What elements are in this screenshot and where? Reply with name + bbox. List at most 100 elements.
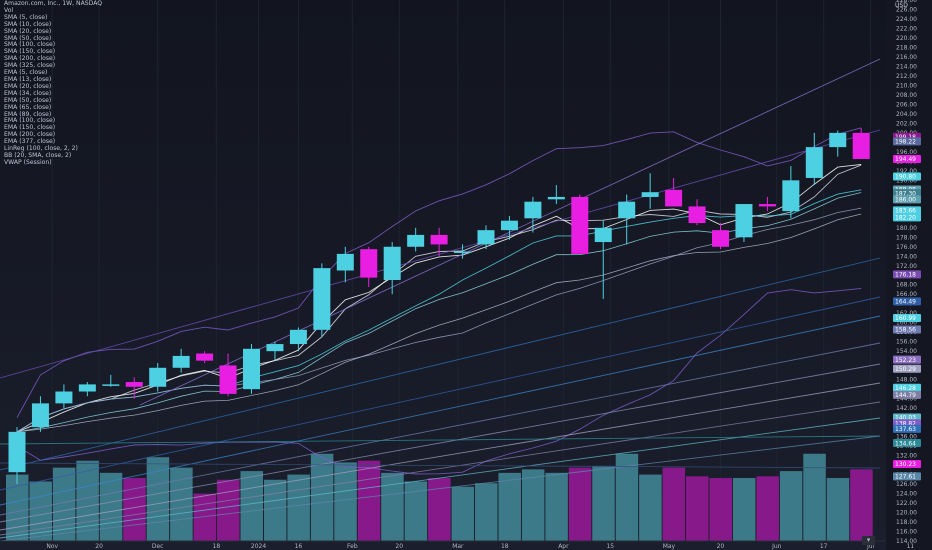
- candle-body[interactable]: [383, 246, 401, 280]
- price-tick-label: 154.00: [896, 348, 917, 355]
- price-tick-label: 120.00: [896, 510, 917, 517]
- candle-body[interactable]: [571, 196, 589, 254]
- legend-item[interactable]: EMA (13, close): [4, 75, 52, 83]
- price-label-badge: [893, 439, 921, 448]
- time-tick-label: 20: [717, 543, 725, 550]
- candle-body[interactable]: [594, 227, 612, 243]
- price-tick-label: 136.00: [896, 434, 917, 441]
- candle-body[interactable]: [641, 192, 659, 197]
- legend-item[interactable]: EMA (200, close): [4, 131, 56, 139]
- candle-body[interactable]: [8, 431, 26, 473]
- price-label-badge: [893, 137, 921, 146]
- candle-body[interactable]: [313, 268, 331, 330]
- candle-body[interactable]: [712, 230, 729, 247]
- candle-body[interactable]: [758, 204, 776, 207]
- volume-bar: [475, 483, 498, 541]
- price-tick-label: 172.00: [896, 263, 917, 270]
- ema-377-line: [0, 435, 881, 542]
- legend-item[interactable]: EMA (5, close): [4, 69, 48, 77]
- price-tick-label: 220.00: [896, 35, 917, 42]
- price-tick-label: 174.00: [896, 253, 917, 260]
- legend-item[interactable]: SMA (100, close): [4, 41, 56, 49]
- legend-item[interactable]: EMA (50, close): [4, 96, 52, 104]
- price-label-badge: [893, 459, 921, 468]
- price-tick-label: 180.00: [896, 225, 917, 232]
- price-label-badge: [893, 270, 921, 279]
- candle-body[interactable]: [500, 220, 518, 231]
- price-tick-label: 132.00: [896, 453, 917, 460]
- legend-item[interactable]: SMA (150, close): [4, 48, 56, 56]
- legend-item[interactable]: SMA (20, close): [4, 27, 52, 35]
- axis-settings-button[interactable]: ▾: [862, 536, 875, 545]
- candle-body[interactable]: [407, 234, 425, 247]
- candle-body[interactable]: [852, 132, 870, 159]
- price-label-text: 176.18: [895, 272, 916, 279]
- candle-body[interactable]: [454, 251, 472, 254]
- linreg-mid-line: [0, 129, 881, 379]
- price-label-text: 183.66: [895, 208, 916, 215]
- volume-bar: [709, 478, 732, 541]
- legend-item[interactable]: SMA (325, close): [4, 62, 56, 70]
- candle-body[interactable]: [243, 348, 260, 390]
- legend-item[interactable]: SMA (50, close): [4, 34, 52, 42]
- legend-item[interactable]: EMA (377, close): [4, 138, 56, 146]
- legend-item[interactable]: EMA (65, close): [4, 103, 52, 111]
- candle-body[interactable]: [172, 355, 190, 368]
- volume-bar: [592, 465, 615, 541]
- candle-body[interactable]: [149, 367, 167, 387]
- legend-item[interactable]: EMA (150, close): [4, 124, 56, 132]
- legend-item[interactable]: VWAP (Session): [4, 158, 52, 166]
- candle-body[interactable]: [78, 384, 96, 392]
- price-tick-label: 124.00: [896, 491, 917, 498]
- price-label-badge: [893, 172, 921, 181]
- time-tick-label: Nov: [46, 543, 58, 550]
- candle-body[interactable]: [782, 180, 800, 212]
- price-tick-label: 144.00: [896, 396, 917, 403]
- candle-body[interactable]: [805, 147, 823, 178]
- legend-item[interactable]: Vol: [4, 6, 14, 14]
- legend-item[interactable]: SMA (10, close): [4, 20, 52, 28]
- volume-bar: [193, 493, 217, 541]
- candle-body[interactable]: [735, 204, 753, 238]
- price-tick-label: 202.00: [896, 120, 917, 127]
- legend-item[interactable]: LinReg (100, close, 2, 2): [4, 145, 78, 153]
- price-label-text: 137.63: [895, 426, 916, 433]
- candle-body[interactable]: [266, 344, 284, 352]
- price-tick-label: 126.00: [896, 481, 917, 488]
- legend-item[interactable]: EMA (34, close): [4, 89, 52, 97]
- candle-body[interactable]: [477, 230, 495, 245]
- candle-body[interactable]: [336, 253, 354, 271]
- candle-body[interactable]: [430, 234, 448, 245]
- candle-body[interactable]: [289, 329, 307, 345]
- candle-body[interactable]: [196, 353, 214, 361]
- price-label-badge: [893, 325, 921, 334]
- symbol-title[interactable]: Amazon.com, Inc., 1W, NASDAQ: [4, 0, 103, 7]
- legend-item[interactable]: EMA (89, close): [4, 110, 52, 118]
- candle-body[interactable]: [31, 403, 49, 428]
- candle-body[interactable]: [219, 365, 237, 394]
- volume-bar: [428, 478, 451, 541]
- candle-body[interactable]: [665, 189, 683, 207]
- legend-item[interactable]: SMA (200, close): [4, 55, 56, 63]
- price-tick-label: 208.00: [896, 92, 917, 99]
- candle-body[interactable]: [55, 391, 73, 404]
- candle-body[interactable]: [688, 206, 706, 224]
- legend-item[interactable]: BB (20, SMA, close, 2): [4, 151, 72, 159]
- candle-body[interactable]: [829, 132, 847, 148]
- price-tick-label: 212.00: [896, 73, 917, 80]
- legend-item[interactable]: SMA (5, close): [4, 13, 48, 21]
- volume-bar: [52, 467, 76, 541]
- price-label-text: 127.61: [895, 474, 916, 481]
- candle-body[interactable]: [618, 201, 636, 219]
- candle-body[interactable]: [102, 384, 120, 386]
- candle-body[interactable]: [360, 249, 378, 278]
- candle-body[interactable]: [547, 196, 565, 200]
- legend-item[interactable]: EMA (100, close): [4, 117, 56, 125]
- candle-body[interactable]: [125, 382, 143, 387]
- ema-50-line: [0, 257, 881, 471]
- legend-item[interactable]: EMA (20, close): [4, 82, 52, 90]
- price-tick-label: 190.00: [896, 177, 917, 184]
- candle-body[interactable]: [524, 201, 542, 219]
